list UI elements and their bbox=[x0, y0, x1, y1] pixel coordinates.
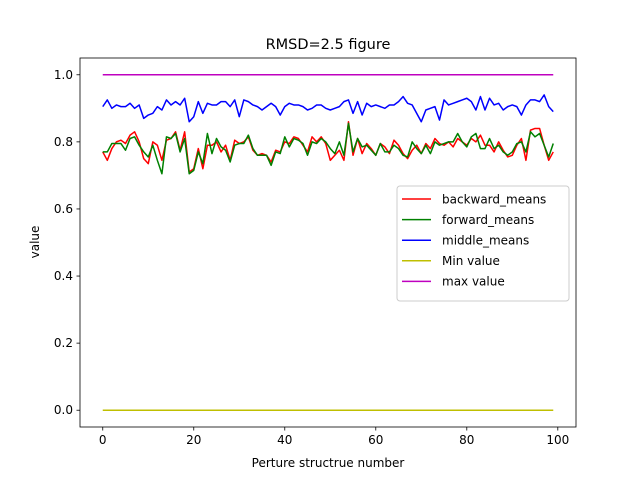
legend-box bbox=[396, 185, 570, 302]
chart-title: RMSD=2.5 figure bbox=[266, 37, 391, 53]
y-tick-label: 1.0 bbox=[54, 68, 73, 82]
y-tick-label: 0.8 bbox=[54, 135, 73, 149]
y-tick-label: 0.2 bbox=[54, 336, 73, 350]
x-tick-label: 40 bbox=[277, 433, 292, 447]
x-tick-label: 20 bbox=[186, 433, 201, 447]
plot-frame bbox=[79, 57, 577, 428]
x-tick-label: 80 bbox=[459, 433, 474, 447]
x-tick-label: 60 bbox=[368, 433, 383, 447]
legend-label-middle-means: middle_means bbox=[442, 234, 529, 248]
y-tick-label: 0.0 bbox=[54, 403, 73, 417]
legend-label-backward-means: backward_means bbox=[442, 192, 546, 206]
y-axis-label: value bbox=[28, 226, 42, 259]
legend-label-min-value: Min value bbox=[442, 254, 500, 268]
series-line-middle-means bbox=[102, 94, 554, 123]
x-axis-label: Perture structrue number bbox=[252, 456, 405, 470]
series-layer bbox=[102, 74, 554, 411]
y-tick-label: 0.4 bbox=[54, 269, 73, 283]
legend-label-forward-means: forward_means bbox=[442, 213, 534, 227]
axes-layer: 0 20 40 60 80 100 0.0 0.2 0.4 0.6 0.8 1.0 bbox=[54, 57, 577, 447]
x-tick-label: 0 bbox=[99, 433, 107, 447]
legend: backward_means forward_means middle_means M… bbox=[396, 185, 570, 302]
series-line-forward-means bbox=[102, 122, 554, 175]
x-tick-label: 100 bbox=[546, 433, 569, 447]
legend-label-max-value: max value bbox=[442, 275, 505, 289]
y-tick-label: 0.6 bbox=[54, 202, 73, 216]
